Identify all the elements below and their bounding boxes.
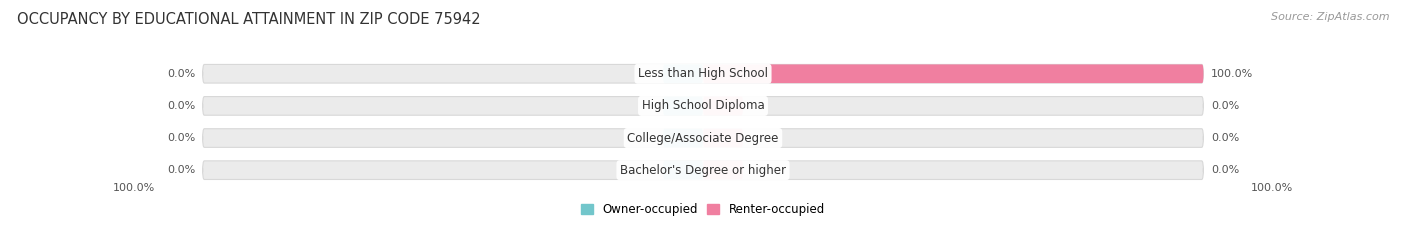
FancyBboxPatch shape xyxy=(703,161,742,179)
Text: 0.0%: 0.0% xyxy=(1211,165,1239,175)
FancyBboxPatch shape xyxy=(202,65,1204,83)
FancyBboxPatch shape xyxy=(202,161,1204,179)
Text: 100.0%: 100.0% xyxy=(112,183,155,193)
FancyBboxPatch shape xyxy=(664,65,703,83)
Text: 0.0%: 0.0% xyxy=(1211,133,1239,143)
Text: 0.0%: 0.0% xyxy=(167,133,195,143)
Text: High School Diploma: High School Diploma xyxy=(641,99,765,112)
Text: 0.0%: 0.0% xyxy=(1211,101,1239,111)
Text: 0.0%: 0.0% xyxy=(167,165,195,175)
Text: 0.0%: 0.0% xyxy=(167,69,195,79)
Text: OCCUPANCY BY EDUCATIONAL ATTAINMENT IN ZIP CODE 75942: OCCUPANCY BY EDUCATIONAL ATTAINMENT IN Z… xyxy=(17,12,481,27)
Text: 0.0%: 0.0% xyxy=(167,101,195,111)
Text: 100.0%: 100.0% xyxy=(1251,183,1294,193)
FancyBboxPatch shape xyxy=(703,65,1204,83)
FancyBboxPatch shape xyxy=(703,129,742,147)
FancyBboxPatch shape xyxy=(202,96,1204,115)
FancyBboxPatch shape xyxy=(664,96,703,115)
Text: Bachelor's Degree or higher: Bachelor's Degree or higher xyxy=(620,164,786,177)
FancyBboxPatch shape xyxy=(664,129,703,147)
Text: Source: ZipAtlas.com: Source: ZipAtlas.com xyxy=(1271,12,1389,22)
Legend: Owner-occupied, Renter-occupied: Owner-occupied, Renter-occupied xyxy=(581,203,825,216)
FancyBboxPatch shape xyxy=(664,161,703,179)
FancyBboxPatch shape xyxy=(703,96,742,115)
Text: Less than High School: Less than High School xyxy=(638,67,768,80)
FancyBboxPatch shape xyxy=(202,129,1204,147)
Text: 100.0%: 100.0% xyxy=(1211,69,1253,79)
Text: College/Associate Degree: College/Associate Degree xyxy=(627,132,779,144)
